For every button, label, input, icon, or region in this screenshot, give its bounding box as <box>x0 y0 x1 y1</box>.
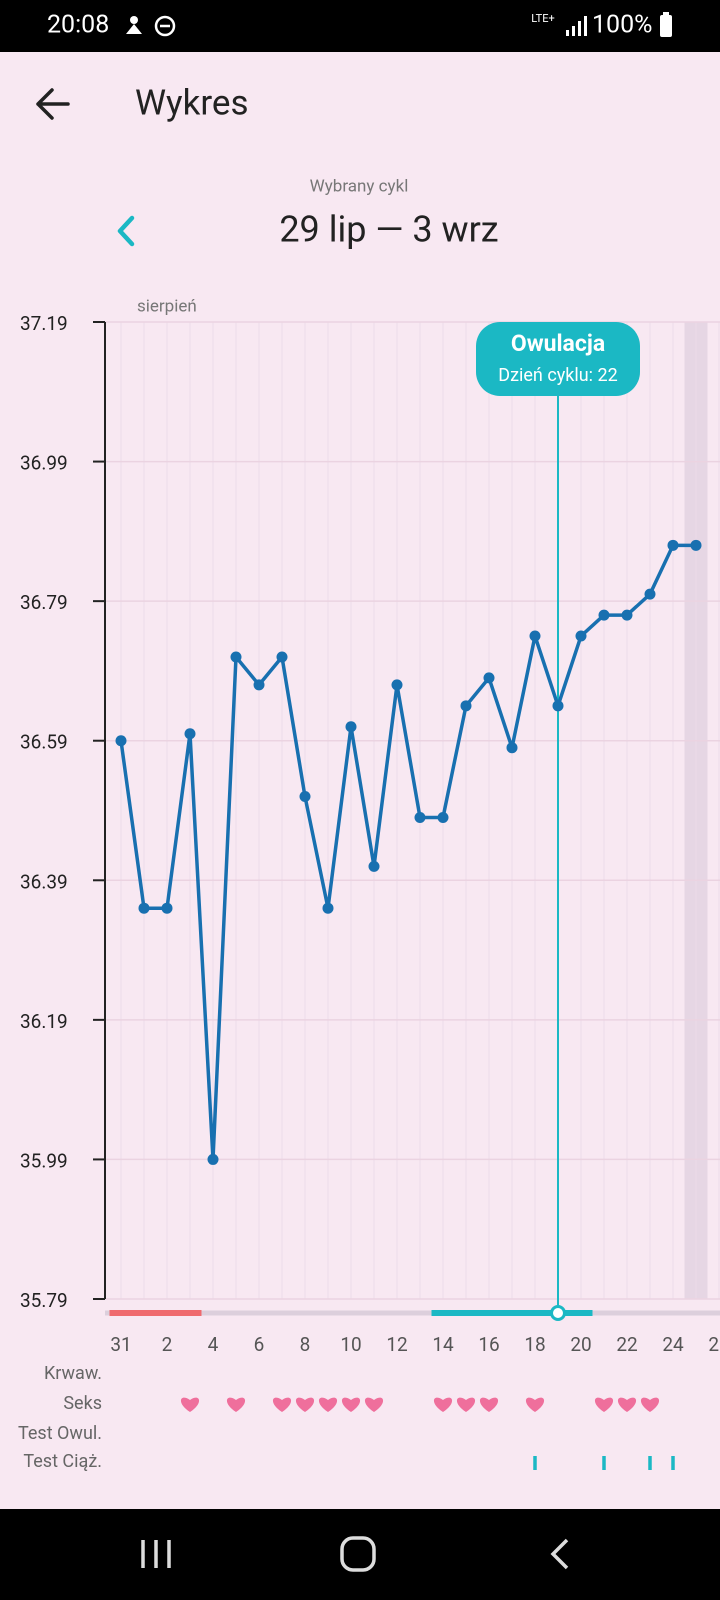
temperature-point <box>437 811 449 823</box>
y-tick-label: 36.79 <box>20 591 68 614</box>
temperature-point <box>184 728 196 740</box>
row-label: Test Owul. <box>18 1423 102 1444</box>
row-label: Seks <box>63 1393 102 1414</box>
heart-icon <box>364 1397 384 1412</box>
cycle-caption: Wybrany cykl <box>310 176 409 196</box>
heart-icon <box>341 1397 361 1412</box>
temperature-point <box>529 630 541 642</box>
y-tick-label: 37.19 <box>20 312 68 335</box>
heart-icon <box>226 1397 246 1412</box>
notification-icon <box>130 16 138 24</box>
temperature-point <box>690 539 702 551</box>
temperature-point <box>115 735 127 747</box>
ovulation-badge <box>476 322 640 396</box>
temperature-point <box>253 679 265 691</box>
x-tick-label: 2 <box>162 1333 173 1356</box>
temperature-point <box>621 609 633 621</box>
temperature-point <box>322 902 334 914</box>
battery-level: 100% <box>592 11 652 40</box>
temperature-point <box>276 651 288 663</box>
signal-icon <box>566 16 587 36</box>
temperature-point <box>161 902 173 914</box>
x-tick-label: 12 <box>386 1333 407 1356</box>
heart-icon <box>180 1397 200 1412</box>
system-back-button[interactable] <box>550 1538 569 1570</box>
temperature-point <box>207 1153 219 1165</box>
heart-icon <box>640 1397 660 1412</box>
x-tick-label: 10 <box>340 1333 361 1356</box>
navigation-bar <box>0 1509 720 1600</box>
temperature-line <box>119 543 696 1162</box>
y-tick-label: 35.99 <box>20 1149 68 1172</box>
temperature-point <box>598 609 610 621</box>
temperature-point <box>460 700 472 712</box>
temperature-point <box>345 721 357 733</box>
back-arrow[interactable] <box>36 88 70 120</box>
dnd-icon <box>154 15 176 37</box>
header-title: Wykres <box>135 82 249 123</box>
ovulation-marker <box>550 1305 566 1321</box>
x-tick-label: 8 <box>300 1333 311 1356</box>
temperature-point <box>667 539 679 551</box>
heart-icon <box>272 1397 292 1412</box>
x-tick-label: 4 <box>208 1333 219 1356</box>
temperature-point <box>575 630 587 642</box>
row-label: Test Ciąż. <box>23 1451 102 1472</box>
ovulation-subtitle: Dzień cyklu: 22 <box>498 365 618 386</box>
cycle-range: 29 lip — 3 wrz <box>279 209 498 251</box>
x-tick-label: 6 <box>254 1333 265 1356</box>
month-label: sierpień <box>137 296 197 316</box>
x-tick-label: 22 <box>616 1333 637 1356</box>
back-button[interactable] <box>36 88 70 120</box>
row-label: Krwaw. <box>44 1363 102 1384</box>
temperature-point <box>414 811 426 823</box>
x-tick-label: 16 <box>478 1333 499 1356</box>
y-tick-label: 36.99 <box>20 452 68 475</box>
battery-icon <box>663 12 669 16</box>
network-type: LTE+ <box>531 12 555 25</box>
battery-icon <box>660 15 672 37</box>
x-tick-label: 31 <box>110 1333 131 1356</box>
x-tick-label: 24 <box>662 1333 684 1356</box>
temperature-point <box>506 742 518 754</box>
temperature-point <box>368 860 380 872</box>
heart-icon <box>295 1397 315 1412</box>
x-tick-label: 26 <box>708 1333 720 1356</box>
x-tick-label: 14 <box>432 1333 454 1356</box>
x-tick-label: 18 <box>524 1333 545 1356</box>
home-button[interactable] <box>340 1536 376 1572</box>
recent-apps-button[interactable] <box>141 1540 171 1568</box>
status-time: 20:08 <box>47 11 109 40</box>
heart-icon <box>318 1397 338 1412</box>
series <box>115 539 702 1165</box>
y-tick-label: 35.79 <box>20 1289 68 1312</box>
heart-icon <box>525 1397 545 1412</box>
y-tick-label: 36.59 <box>20 731 68 754</box>
notification-icon <box>126 24 142 34</box>
temperature-point <box>138 902 150 914</box>
temperature-point <box>391 679 403 691</box>
temperature-point <box>230 651 242 663</box>
temperature-point <box>552 700 564 712</box>
x-tick-label: 20 <box>570 1333 591 1356</box>
temperature-point <box>299 791 311 803</box>
heart-icon <box>456 1397 476 1412</box>
heart-icon <box>479 1397 499 1412</box>
ovulation-title: Owulacja <box>511 330 605 357</box>
y-tick-label: 36.39 <box>20 870 68 893</box>
heart-icon <box>617 1397 637 1412</box>
previous-cycle-button[interactable] <box>117 215 135 247</box>
heart-icon <box>433 1397 453 1412</box>
heart-icon <box>594 1397 614 1412</box>
status-bar <box>0 0 720 52</box>
temperature-point <box>644 588 656 600</box>
temperature-point <box>483 672 495 684</box>
y-tick-label: 36.19 <box>20 1010 68 1033</box>
